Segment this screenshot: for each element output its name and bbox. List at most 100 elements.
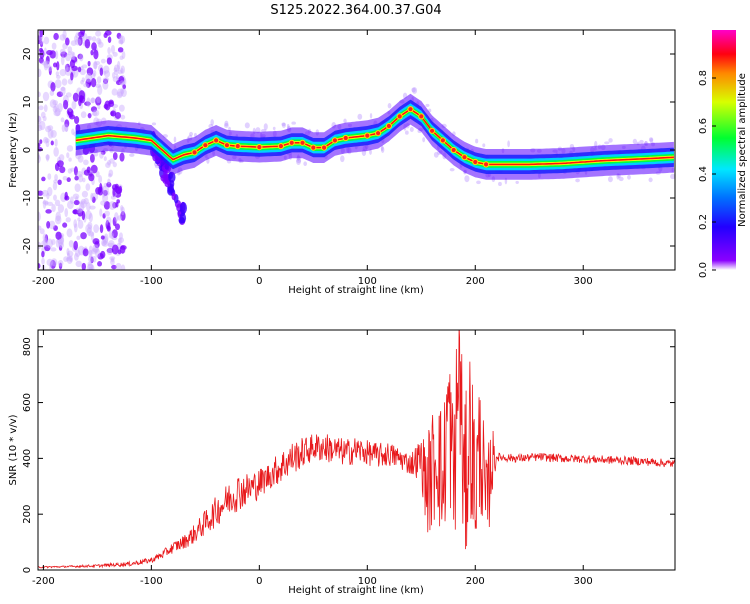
noise-speck — [119, 104, 125, 112]
ridge-peak — [288, 139, 295, 146]
noise-speck — [59, 34, 67, 41]
noise-speck — [95, 30, 102, 37]
noise-speck — [49, 262, 53, 270]
noise-speck — [90, 164, 98, 174]
noise-speck — [120, 88, 125, 94]
ridge-peak — [234, 143, 241, 150]
noise-speck — [42, 91, 50, 102]
noise-speck — [38, 142, 41, 148]
noise-speck — [296, 158, 302, 163]
noise-speck — [111, 72, 116, 79]
noise-speck — [101, 239, 107, 247]
noise-speck — [303, 161, 308, 167]
noise-speck — [84, 39, 91, 49]
noise-speck — [604, 141, 610, 145]
noise-speck — [108, 230, 113, 239]
x-tick-label: -200 — [32, 276, 55, 287]
noise-speck — [608, 138, 613, 143]
noise-speck — [80, 79, 84, 85]
noise-speck — [649, 138, 654, 144]
noise-speck — [88, 249, 93, 259]
noise-speck — [83, 197, 89, 205]
noise-speck — [66, 152, 70, 159]
ridge-peak — [428, 127, 436, 134]
noise-speck — [114, 185, 120, 193]
noise-speck — [81, 262, 87, 270]
noise-speck — [58, 242, 65, 249]
ridge-peak — [277, 143, 285, 150]
noise-speck — [111, 244, 119, 255]
noise-speck — [97, 41, 104, 48]
noise-speck — [46, 192, 50, 200]
noise-speck — [79, 53, 84, 62]
noise-speck — [99, 224, 104, 234]
noise-speck — [60, 86, 66, 91]
noise-speck — [77, 36, 83, 46]
noise-speck — [85, 183, 91, 191]
noise-speck — [46, 238, 54, 249]
noise-speck — [57, 179, 62, 186]
noise-speck — [45, 140, 50, 148]
x-tick-label: 200 — [466, 276, 485, 287]
x-tick-label: 0 — [256, 576, 262, 587]
noise-speck — [108, 101, 115, 108]
y-tick-label: 400 — [22, 449, 33, 468]
noise-speck — [47, 128, 54, 139]
noise-speck — [115, 74, 119, 80]
noise-speck — [75, 260, 83, 268]
noise-speck — [38, 154, 41, 164]
noise-speck — [58, 245, 63, 251]
ridge-peak — [385, 122, 392, 130]
noise-speck — [66, 256, 73, 265]
noise-speck — [102, 77, 110, 82]
y-tick-label: 800 — [22, 337, 33, 356]
ridge-peak — [374, 130, 382, 137]
anomaly-blob — [160, 174, 168, 182]
ridge-peak — [461, 154, 468, 161]
noise-speck — [112, 152, 118, 160]
snr-x-label: Height of straight line (km) — [288, 585, 424, 596]
colorbar-tick-label: 0.4 — [698, 166, 709, 182]
noise-speck — [75, 32, 80, 39]
noise-speck — [103, 103, 109, 110]
noise-speck — [88, 212, 93, 223]
noise-speck — [50, 140, 54, 146]
noise-speck — [66, 250, 74, 258]
noise-speck — [86, 97, 91, 108]
noise-speck — [54, 108, 61, 117]
ridge-peak — [299, 139, 306, 146]
noise-speck — [64, 64, 69, 72]
noise-speck — [404, 130, 409, 135]
ridge-peak — [223, 142, 231, 149]
ridge-peak — [191, 149, 198, 156]
spectral-ridge — [75, 93, 674, 226]
noise-speck — [100, 235, 105, 240]
noise-speck — [97, 104, 101, 110]
noise-speck — [425, 103, 430, 107]
noise-speck — [86, 67, 94, 76]
noise-speck — [73, 199, 80, 206]
noise-speck — [50, 130, 57, 138]
noise-speck — [102, 193, 109, 203]
noise-speck — [108, 173, 112, 178]
noise-speck — [38, 190, 44, 196]
noise-speck — [84, 101, 91, 106]
noise-speck — [77, 66, 82, 73]
noise-speck — [118, 76, 125, 83]
noise-speck — [91, 111, 98, 116]
noise-speck — [93, 60, 97, 70]
noise-speck — [70, 40, 77, 46]
noise-speck — [38, 115, 42, 125]
noise-speck — [110, 44, 115, 54]
noise-speck — [95, 61, 101, 66]
noise-speck — [119, 80, 126, 86]
noise-speck — [62, 222, 68, 228]
noise-speck — [42, 233, 47, 242]
noise-speck — [38, 105, 44, 111]
noise-speck — [648, 177, 653, 183]
noise-speck — [72, 51, 76, 61]
noise-speck — [91, 248, 98, 255]
noise-speck — [87, 60, 91, 67]
noise-speck — [107, 159, 112, 166]
noise-speck — [78, 174, 84, 183]
